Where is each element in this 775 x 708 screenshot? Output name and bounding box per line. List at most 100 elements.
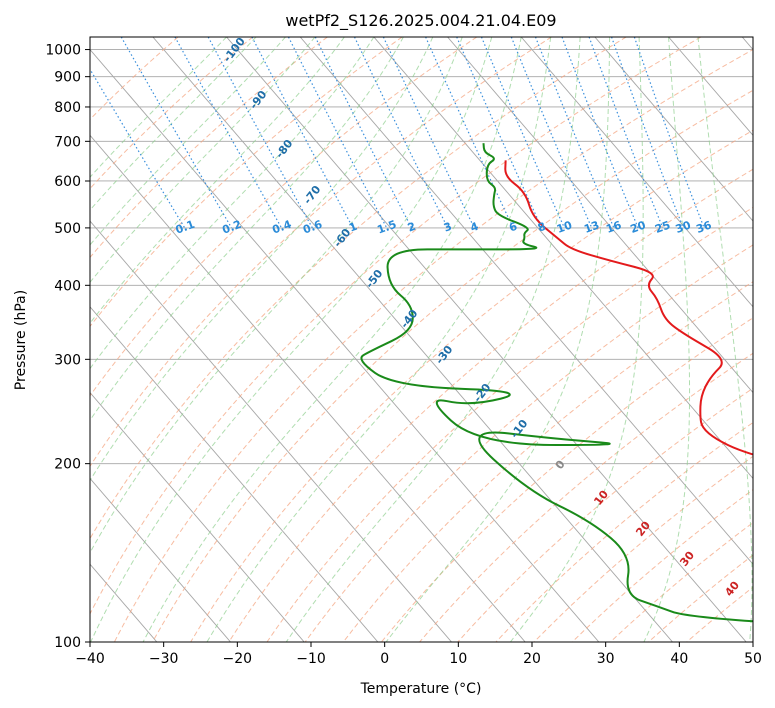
isotherm-line [594,37,753,222]
mixing-ratio-label: 1 [347,220,359,235]
dry-adiabat [381,317,753,642]
mixing-ratio-line [510,37,593,229]
moist-adiabat [90,37,316,284]
moist-adiabats [90,37,753,642]
mixing-ratio-label: 1.5 [376,218,399,237]
temperature-profile [504,160,753,456]
chart-title: wetPf2_S126.2025.004.21.04.E09 [285,11,556,31]
mixing-ratio-line [480,37,565,229]
mixing-ratio-line [353,37,449,229]
isotherm-line [90,134,526,642]
mixing-ratio-line [251,37,354,229]
x-tick-label: −20 [223,651,253,667]
mixing-ratio-line [561,37,639,229]
isotherm-line [152,37,673,642]
y-tick-label: 1000 [45,43,81,59]
dry-adiabat [90,37,328,259]
x-tick-label: 50 [744,651,762,667]
dry-adiabats [90,37,753,642]
dry-adiabat [90,37,702,615]
moist-adiabat [285,37,581,642]
moist-adiabat [90,37,227,178]
mixing-ratio-line [534,37,615,229]
mixing-ratio-line [633,37,705,229]
dry-adiabat [190,129,753,642]
mixing-ratio-label: 10 [555,218,574,236]
mixing-ratio-label: 4 [469,220,481,235]
isotherm-line [299,37,753,565]
mixing-ratio-line [588,37,664,229]
y-tick-label: 800 [54,100,81,116]
mixing-ratio-line [174,37,283,229]
y-axis-label: Pressure (hPa) [13,290,29,390]
x-tick-label: −40 [75,651,105,667]
mixing-ratio-label: 0.2 [221,218,244,237]
isotherm-line [90,48,600,642]
y-tick-label: 700 [54,134,81,150]
pressure-gridlines [90,49,753,642]
moist-adiabat [90,37,286,246]
x-tick-label: 30 [597,651,615,667]
isotherm-lines [90,37,753,642]
x-tick-label: −10 [296,651,326,667]
moist-adiabat [142,37,522,642]
dry-adiabat [266,206,753,642]
isotherm-line [90,220,452,642]
y-tick-label: 900 [54,70,81,86]
mixing-ratio-label: 3 [442,220,454,235]
mixing-ratio-line [207,37,313,229]
profile-lines [360,143,753,623]
moist-adiabat [90,37,463,554]
isotherm-line [447,37,753,394]
mixing-ratio-label: 0.1 [174,218,197,237]
dry-adiabat [90,37,552,468]
isotherm-line [90,391,305,642]
moist-adiabat [90,37,257,211]
moist-adiabat [90,37,434,482]
moist-adiabat [206,37,552,642]
mixing-ratio-lines [90,37,705,229]
moist-adiabat [90,37,375,370]
mixing-ratio-label: 0.4 [270,218,293,237]
x-tick-label: 10 [449,651,467,667]
moist-adiabat [90,37,404,422]
x-tick-label: 40 [670,651,688,667]
dry-adiabat [152,89,753,642]
moist-adiabat [385,37,611,642]
y-tick-label: 200 [54,457,81,473]
dry-adiabat [342,281,753,642]
mixing-ratio-line [611,37,684,229]
mixing-ratio-label: 2 [406,220,418,235]
dry-adiabat [90,37,627,540]
y-axis-ticks: 1000 900 800 700 600 500 400 300 200 100 [45,43,90,651]
x-tick-label: −30 [149,651,179,667]
mixing-ratio-label: 8 [536,220,548,235]
mixing-ratio-label: 16 [604,218,623,236]
isotherm-line [90,477,231,642]
dewpoint-profile [360,143,753,623]
dry-adiabat [113,48,753,642]
dry-adiabat [90,37,403,328]
x-axis-label: Temperature (°C) [360,681,482,697]
x-axis-ticks: −40 −30 −20 −10 0 10 20 30 40 50 [75,642,762,667]
isotherm-line [226,37,747,642]
dry-adiabat [90,37,254,190]
mixing-ratio-label: 0.6 [301,218,324,237]
mixing-ratio-label: 20 [629,218,648,236]
moist-adiabat [90,37,493,642]
x-tick-label: 20 [523,651,541,667]
mixing-ratio-line [456,37,543,229]
moist-adiabat [643,37,691,642]
mixing-ratio-label: 6 [507,220,519,235]
y-tick-label: 300 [54,352,81,368]
mixing-ratio-label: 30 [674,218,693,236]
y-tick-label: 100 [54,635,81,651]
moist-adiabat [697,37,753,642]
mixing-ratio-label: 25 [653,218,672,235]
plot-frame [89,36,754,643]
mixing-ratio-line [314,37,413,229]
y-tick-label: 500 [54,221,81,237]
moist-adiabat [90,37,345,324]
isotherm-line [520,37,753,308]
